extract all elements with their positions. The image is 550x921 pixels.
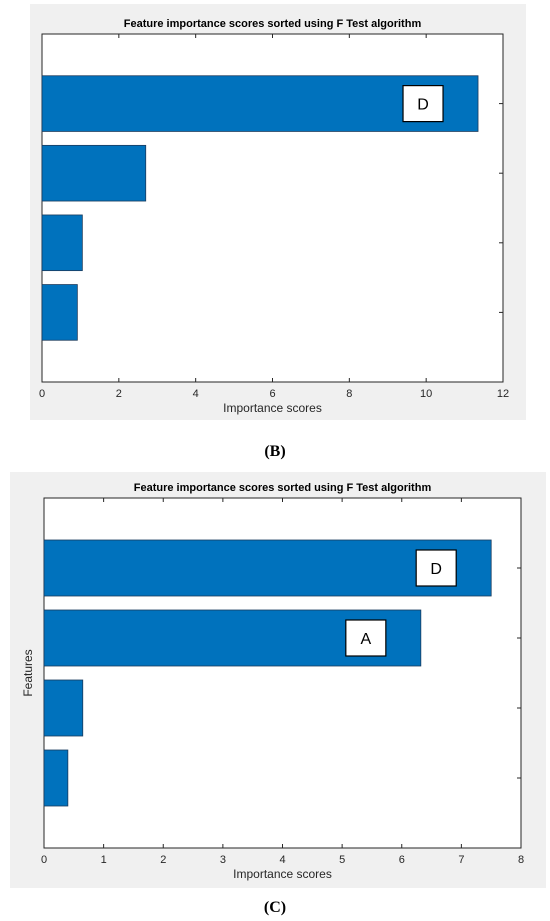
bar-annotation-label: A xyxy=(360,631,371,648)
x-tick-label: 7 xyxy=(458,854,464,866)
figure-caption-c: (C) xyxy=(263,899,287,916)
bar-annotation-box xyxy=(415,549,457,587)
x-tick-label: 6 xyxy=(269,388,275,400)
x-tick-label: 2 xyxy=(116,388,122,400)
chart-panel-c: Feature importance scores sorted using F… xyxy=(10,472,546,888)
x-tick-label: 6 xyxy=(399,854,405,866)
bar-annotation-label: D xyxy=(417,97,429,114)
bar-annotation-label: D xyxy=(430,561,442,578)
y-axis-label: Features xyxy=(30,184,33,231)
x-tick-label: 4 xyxy=(279,854,285,866)
bar xyxy=(41,144,147,202)
x-tick-label: 0 xyxy=(41,854,47,866)
x-tick-label: 2 xyxy=(160,854,166,866)
y-axis-label: Features xyxy=(21,649,35,696)
bar xyxy=(43,679,84,737)
chart-panel-b: Feature importance scores sorted using F… xyxy=(30,4,526,420)
x-axis-label: Importance scores xyxy=(223,401,322,415)
x-tick-label: 3 xyxy=(220,854,226,866)
chart-title: Feature importance scores sorted using F… xyxy=(124,18,422,30)
bar xyxy=(41,214,83,272)
x-tick-label: 4 xyxy=(193,388,199,400)
x-tick-label: 5 xyxy=(339,854,345,866)
x-tick-label: 10 xyxy=(420,388,432,400)
bar-annotation-box xyxy=(402,84,444,123)
x-tick-label: 0 xyxy=(39,388,45,400)
bar-annotation-box xyxy=(345,619,387,657)
x-tick-label: 8 xyxy=(518,854,524,866)
feature-importance-chart-c: Feature importance scores sorted using F… xyxy=(21,482,524,881)
x-axis-label: Importance scores xyxy=(233,867,332,881)
bar xyxy=(43,749,69,807)
x-tick-label: 1 xyxy=(101,854,107,866)
x-tick-label: 12 xyxy=(497,388,509,400)
chart-title: Feature importance scores sorted using F… xyxy=(134,482,432,494)
figure-caption-b: (B) xyxy=(264,443,286,460)
bar xyxy=(41,284,78,341)
feature-importance-chart-b: Feature importance scores sorted using F… xyxy=(30,18,509,415)
x-tick-label: 8 xyxy=(346,388,352,400)
